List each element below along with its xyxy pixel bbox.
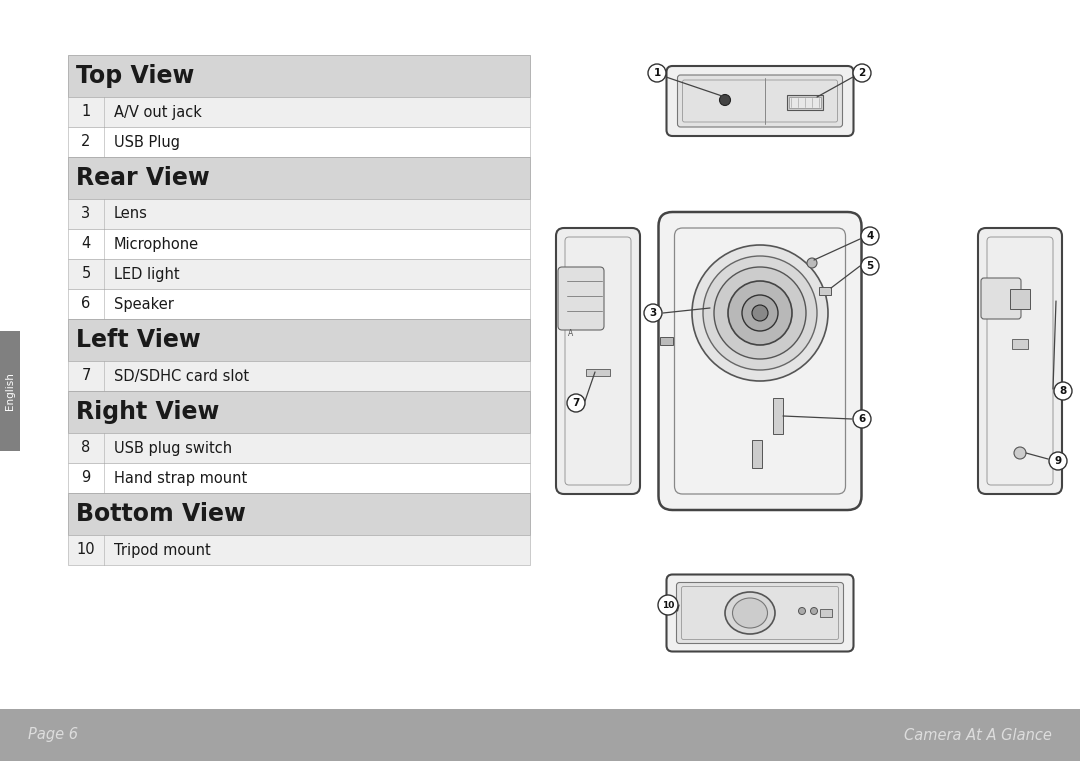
Text: 2: 2	[81, 135, 91, 149]
Bar	[789, 97, 821, 107]
FancyBboxPatch shape	[666, 66, 853, 136]
Bar	[819, 287, 831, 295]
Text: 3: 3	[649, 308, 657, 318]
Bar	[586, 369, 610, 376]
Circle shape	[567, 394, 585, 412]
FancyBboxPatch shape	[659, 212, 862, 510]
Text: Top View: Top View	[76, 64, 194, 88]
FancyBboxPatch shape	[676, 582, 843, 644]
Ellipse shape	[732, 598, 768, 628]
Circle shape	[853, 410, 870, 428]
Bar	[68, 493, 530, 535]
Circle shape	[861, 257, 879, 275]
Bar	[0, 331, 21, 451]
Text: 5: 5	[81, 266, 91, 282]
Bar	[773, 398, 783, 434]
Text: 1: 1	[81, 104, 91, 119]
Text: 8: 8	[1059, 386, 1067, 396]
Circle shape	[807, 258, 816, 268]
Circle shape	[692, 245, 828, 381]
Bar	[68, 55, 530, 97]
Circle shape	[658, 595, 678, 615]
Text: Right View: Right View	[76, 400, 219, 424]
Text: 8: 8	[81, 441, 91, 456]
Bar	[1010, 289, 1030, 309]
Circle shape	[810, 607, 818, 614]
Bar	[820, 609, 832, 617]
FancyBboxPatch shape	[556, 228, 640, 494]
Text: Page 6: Page 6	[28, 728, 78, 743]
Text: English: English	[5, 372, 15, 410]
FancyBboxPatch shape	[666, 575, 853, 651]
Bar	[68, 259, 530, 289]
Bar	[68, 361, 530, 391]
Circle shape	[644, 304, 662, 322]
Circle shape	[798, 607, 806, 614]
Text: 7: 7	[81, 368, 91, 384]
Bar	[68, 319, 530, 361]
Circle shape	[861, 227, 879, 245]
FancyBboxPatch shape	[978, 228, 1062, 494]
Bar	[0, 709, 1080, 761]
Bar	[68, 127, 530, 157]
Circle shape	[742, 295, 778, 331]
Text: SD/SDHC card slot: SD/SDHC card slot	[114, 368, 249, 384]
Bar	[660, 337, 673, 345]
FancyBboxPatch shape	[981, 278, 1021, 319]
Bar	[68, 97, 530, 127]
FancyBboxPatch shape	[677, 75, 842, 127]
Text: Left View: Left View	[76, 328, 201, 352]
Text: 4: 4	[866, 231, 874, 241]
Bar	[68, 157, 530, 199]
Bar	[1012, 339, 1028, 349]
Bar	[68, 229, 530, 259]
Text: Microphone: Microphone	[114, 237, 199, 251]
Circle shape	[1054, 382, 1072, 400]
Text: 5: 5	[866, 261, 874, 271]
Text: Bottom View: Bottom View	[76, 502, 246, 526]
Circle shape	[703, 256, 816, 370]
Text: 6: 6	[859, 414, 866, 424]
Bar	[68, 535, 530, 565]
Circle shape	[719, 94, 730, 106]
Circle shape	[728, 281, 792, 345]
Text: 9: 9	[81, 470, 91, 486]
Text: 3: 3	[81, 206, 91, 221]
Text: 2: 2	[859, 68, 866, 78]
Text: 7: 7	[572, 398, 580, 408]
Text: LED light: LED light	[114, 266, 179, 282]
Circle shape	[714, 267, 806, 359]
Bar	[68, 199, 530, 229]
Text: 10: 10	[662, 600, 674, 610]
Bar	[68, 289, 530, 319]
Text: USB plug switch: USB plug switch	[114, 441, 232, 456]
Text: Tripod mount: Tripod mount	[114, 543, 211, 558]
Bar	[68, 463, 530, 493]
Bar	[68, 433, 530, 463]
Text: Lens: Lens	[114, 206, 148, 221]
Text: Hand strap mount: Hand strap mount	[114, 470, 247, 486]
Text: 10: 10	[77, 543, 95, 558]
Text: USB Plug: USB Plug	[114, 135, 180, 149]
Text: 4: 4	[81, 237, 91, 251]
Circle shape	[752, 305, 768, 321]
Text: Speaker: Speaker	[114, 297, 174, 311]
Text: A/V out jack: A/V out jack	[114, 104, 202, 119]
Circle shape	[1014, 447, 1026, 459]
Bar	[68, 391, 530, 433]
Text: 1: 1	[653, 68, 661, 78]
Circle shape	[853, 64, 870, 82]
Text: 6: 6	[81, 297, 91, 311]
Circle shape	[648, 64, 666, 82]
Text: 9: 9	[1054, 456, 1062, 466]
Text: Camera At A Glance: Camera At A Glance	[904, 728, 1052, 743]
FancyBboxPatch shape	[558, 267, 604, 330]
Circle shape	[1049, 452, 1067, 470]
Text: Rear View: Rear View	[76, 166, 210, 190]
Text: A: A	[568, 329, 573, 338]
Bar	[787, 94, 823, 110]
Bar	[752, 440, 762, 468]
Ellipse shape	[725, 592, 775, 634]
